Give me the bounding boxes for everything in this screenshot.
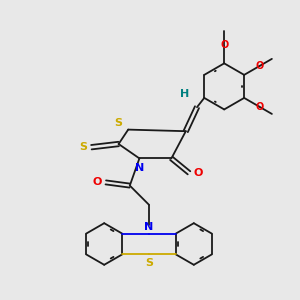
Text: N: N <box>135 164 144 173</box>
Text: O: O <box>92 177 102 188</box>
Text: O: O <box>256 61 264 71</box>
Text: S: S <box>114 118 122 128</box>
Text: H: H <box>180 89 190 99</box>
Text: O: O <box>220 40 228 50</box>
Text: O: O <box>256 102 264 112</box>
Text: S: S <box>145 258 153 268</box>
Text: N: N <box>144 222 154 232</box>
Text: O: O <box>193 168 202 178</box>
Text: S: S <box>80 142 87 152</box>
